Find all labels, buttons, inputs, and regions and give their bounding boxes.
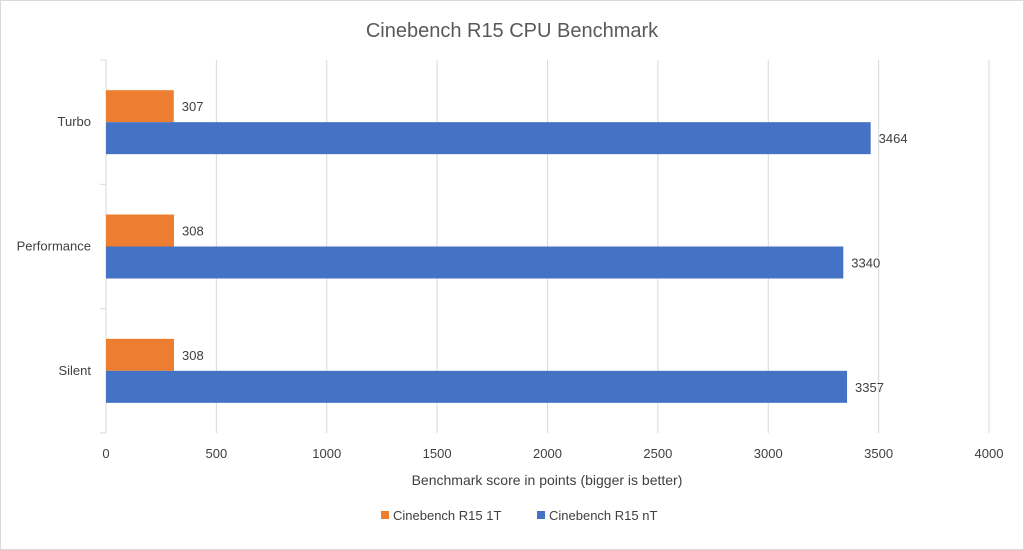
data-labels: 307 3464 308 3340 308 3357 — [182, 99, 908, 395]
data-label: 3340 — [851, 256, 880, 271]
bars — [106, 90, 871, 403]
legend-swatch — [381, 511, 389, 519]
x-axis-title: Benchmark score in points (bigger is bet… — [412, 472, 683, 488]
bar — [106, 246, 844, 279]
x-tick-label: 1500 — [423, 446, 452, 461]
data-label: 308 — [182, 348, 204, 363]
x-tick-label: 0 — [102, 446, 109, 461]
data-label: 307 — [182, 99, 204, 114]
bar — [106, 338, 174, 371]
x-tick-label: 4000 — [975, 446, 1004, 461]
category-label: Turbo — [58, 114, 91, 129]
x-tick-label: 1000 — [312, 446, 341, 461]
category-labels: Turbo Performance Silent — [17, 114, 92, 378]
bar — [106, 90, 174, 123]
bar — [106, 214, 174, 247]
category-label: Silent — [58, 363, 91, 378]
x-tick-label: 3500 — [864, 446, 893, 461]
data-label: 308 — [182, 224, 204, 239]
legend-label: Cinebench R15 nT — [549, 508, 657, 523]
bar — [106, 370, 848, 403]
legend-swatch — [537, 511, 545, 519]
x-tick-label: 2500 — [643, 446, 672, 461]
category-label: Performance — [17, 239, 91, 254]
x-axis-ticks: 0 500 1000 1500 2000 2500 3000 3500 4000 — [102, 446, 1003, 461]
x-tick-label: 500 — [206, 446, 228, 461]
chart-title: Cinebench R15 CPU Benchmark — [366, 20, 659, 42]
legend-label: Cinebench R15 1T — [393, 508, 501, 523]
data-label: 3357 — [855, 380, 884, 395]
bar — [106, 122, 871, 155]
x-tick-label: 2000 — [533, 446, 562, 461]
x-tick-label: 3000 — [754, 446, 783, 461]
data-label: 3464 — [879, 131, 908, 146]
legend: Cinebench R15 1T Cinebench R15 nT — [381, 508, 657, 523]
